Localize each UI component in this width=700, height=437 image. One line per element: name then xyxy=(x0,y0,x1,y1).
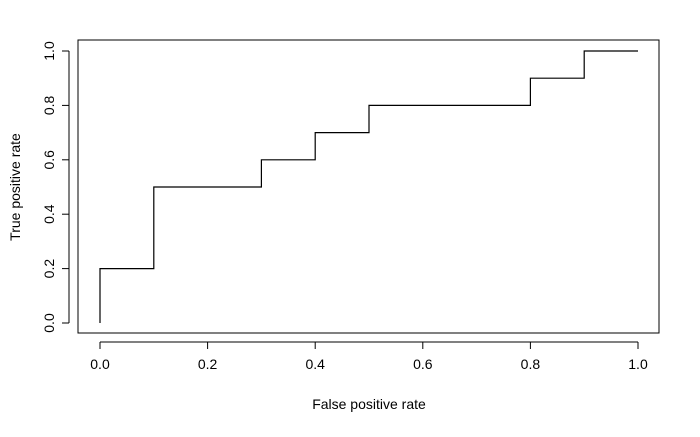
y-axis: 0.0 0.2 0.4 0.6 0.8 1.0 xyxy=(41,41,70,333)
y-tick-label: 0.0 xyxy=(41,313,57,333)
x-axis: 0.0 0.2 0.4 0.6 0.8 1.0 xyxy=(90,341,648,372)
x-axis-label: False positive rate xyxy=(312,396,426,412)
plot-box xyxy=(77,39,660,334)
x-tick-label: 0.2 xyxy=(198,356,218,372)
x-tick-label: 0.8 xyxy=(521,356,541,372)
y-tick-label: 0.4 xyxy=(41,204,57,224)
roc-curve-line xyxy=(99,50,638,323)
y-axis-label: True positive rate xyxy=(7,133,23,241)
x-tick-label: 0.0 xyxy=(90,356,110,372)
x-tick-label: 0.4 xyxy=(305,356,325,372)
series-layer xyxy=(99,50,638,323)
x-tick-label: 1.0 xyxy=(628,356,648,372)
x-tick-label: 0.6 xyxy=(413,356,433,372)
y-tick-label: 0.2 xyxy=(41,259,57,279)
y-tick-label: 0.8 xyxy=(41,95,57,115)
y-tick-label: 0.6 xyxy=(41,150,57,170)
y-tick-label: 1.0 xyxy=(41,41,57,61)
